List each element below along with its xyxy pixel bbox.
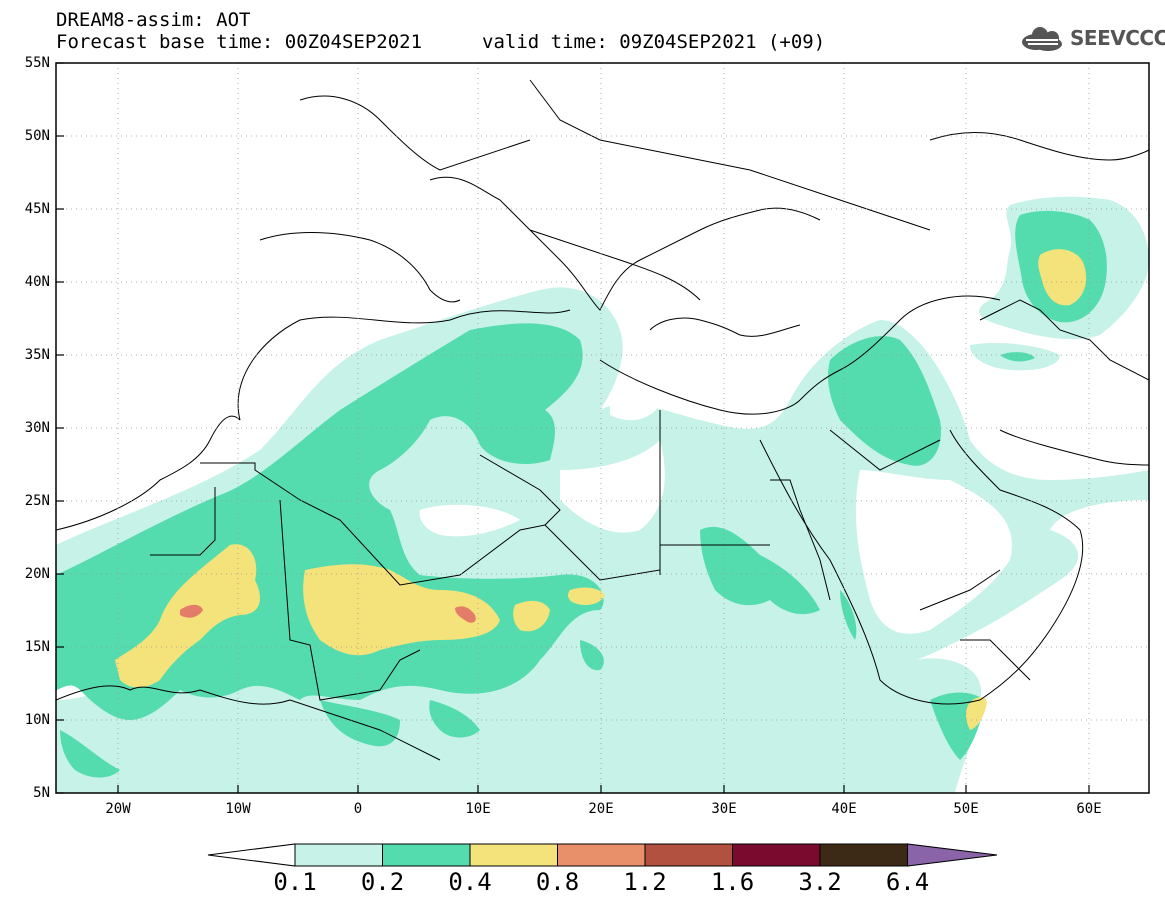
lat-label: 15N bbox=[24, 639, 50, 655]
lat-label: 20N bbox=[24, 566, 50, 582]
seevccc-logo: SEEVCCC bbox=[1070, 26, 1165, 50]
aot-field bbox=[56, 63, 1149, 793]
colorbar-label: 1.2 bbox=[623, 868, 667, 896]
colorbar-label: 0.4 bbox=[448, 868, 492, 896]
lat-label: 35N bbox=[24, 347, 50, 363]
colorbar-label: 1.6 bbox=[710, 868, 755, 896]
forecast-base-time: Forecast base time: 00Z04SEP2021 bbox=[56, 31, 423, 53]
colorbar-label: 3.2 bbox=[798, 868, 842, 896]
colorbar-label: 0.2 bbox=[360, 868, 405, 896]
lon-label: 40E bbox=[831, 801, 857, 817]
valid-time: valid time: 09Z04SEP2021 (+09) bbox=[482, 31, 826, 53]
lat-label: 50N bbox=[24, 128, 50, 144]
lat-label: 55N bbox=[24, 55, 50, 71]
lon-label: 20W bbox=[105, 801, 131, 817]
lat-label: 5N bbox=[33, 785, 50, 801]
colorbar bbox=[207, 843, 998, 867]
colorbar-bin bbox=[382, 843, 471, 867]
colorbar-bin bbox=[819, 843, 908, 867]
lat-label: 30N bbox=[24, 420, 50, 436]
colorbar-label: 6.4 bbox=[885, 868, 930, 896]
colorbar-bin bbox=[469, 843, 558, 867]
lon-label: 10W bbox=[225, 801, 251, 817]
colorbar-bin bbox=[644, 843, 733, 867]
lat-label: 45N bbox=[24, 201, 50, 217]
lon-label: 10E bbox=[465, 801, 491, 817]
axis-ticks bbox=[56, 62, 1090, 794]
colorbar-bin bbox=[294, 843, 383, 867]
cloud-icon bbox=[1022, 27, 1062, 51]
lat-label: 10N bbox=[24, 712, 50, 728]
colorbar-under-arrow bbox=[207, 843, 296, 867]
colorbar-bin bbox=[557, 843, 646, 867]
lat-label: 40N bbox=[24, 274, 50, 290]
lon-label: 20E bbox=[588, 801, 614, 817]
gridlines bbox=[56, 63, 1149, 793]
colorbar-over-arrow bbox=[907, 843, 998, 867]
map-title: DREAM8-assim: AOT bbox=[56, 9, 251, 31]
colorbar-label: 0.8 bbox=[535, 868, 580, 896]
colorbar-label: 0.1 bbox=[273, 868, 317, 896]
lat-label: 25N bbox=[24, 493, 50, 509]
colorbar-bin bbox=[732, 843, 821, 867]
lon-label: 60E bbox=[1076, 801, 1102, 817]
lon-label: 50E bbox=[953, 801, 979, 817]
lon-label: 0 bbox=[353, 801, 363, 817]
lon-label: 30E bbox=[711, 801, 737, 817]
coastlines bbox=[56, 79, 1149, 761]
